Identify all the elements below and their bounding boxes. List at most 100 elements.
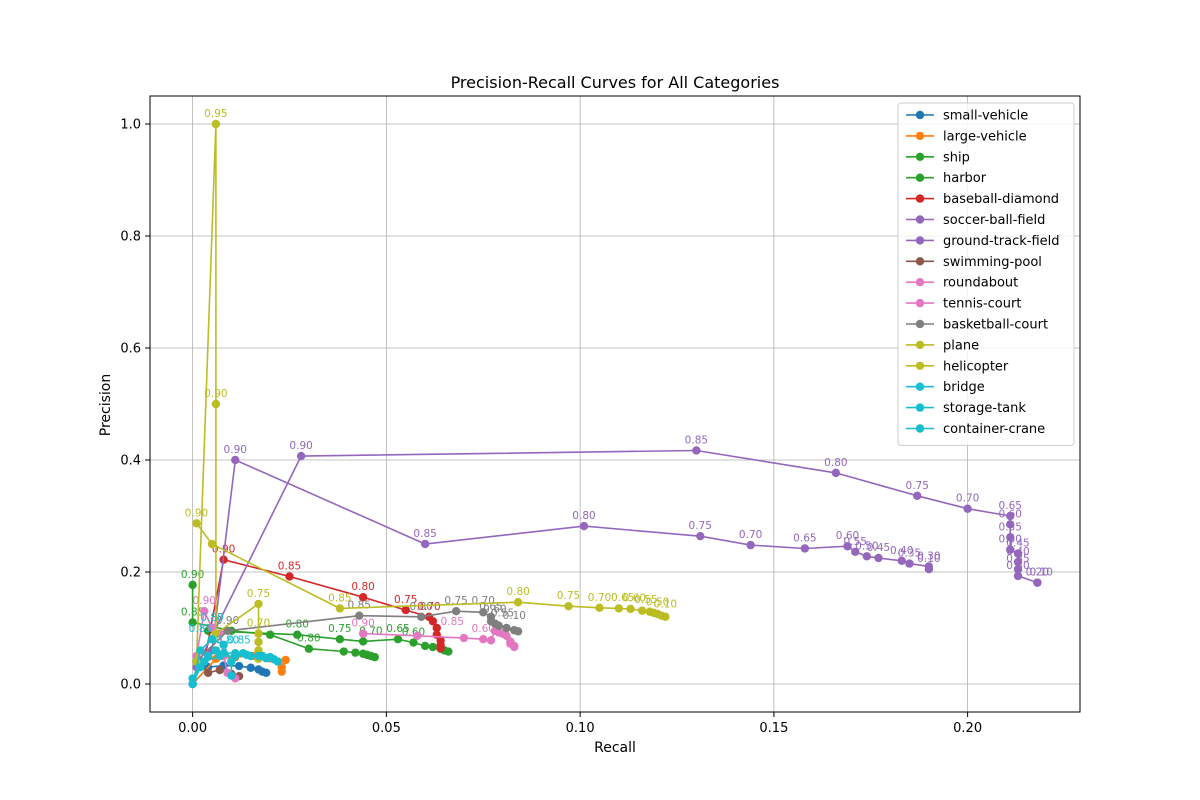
data-point-container-crane [231,649,240,658]
threshold-label: 0.60 [999,508,1022,520]
data-point-harbor [444,647,453,656]
threshold-label: 0.90 [216,615,239,627]
threshold-label: 0.90 [289,440,312,452]
threshold-label: 0.80 [200,612,223,624]
threshold-label: 0.55 [844,536,867,548]
chart-title: Precision-Recall Curves for All Categori… [451,73,780,92]
threshold-label: 0.65 [793,532,816,544]
threshold-label: 0.85 [227,634,250,646]
data-point-ground-track-field [963,504,972,513]
data-point-harbor [293,630,302,639]
data-point-ground-track-field [913,491,922,501]
threshold-label: 0.80 [824,457,847,469]
legend-item-large-vehicle: large-vehicle [906,129,1027,144]
data-point-helicopter [211,399,221,409]
legend-label: roundabout [943,276,1018,291]
series-tennis-court: 0.90 0.85 0.60 [351,616,519,652]
data-point-bridge [207,635,217,644]
series-container-crane: 0.800.85 [188,634,275,689]
data-point-plane [207,539,217,549]
data-point-basketball-court [451,607,461,616]
data-point-basketball-court [502,623,511,633]
legend-label: large-vehicle [943,129,1027,144]
threshold-label: 0.20 [1026,567,1049,579]
legend-label: swimming-pool [943,255,1042,270]
data-point-small-vehicle [234,661,244,671]
data-point-container-crane [246,651,255,661]
data-point-container-crane [211,646,221,655]
data-point-soccer-ball-field [874,553,883,563]
data-point-small-vehicle [246,663,255,672]
threshold-label: 0.50 [999,534,1022,546]
legend-label: ground-track-field [943,234,1060,249]
legend-item-basketball-court: basketball-court [906,318,1048,333]
data-point-ship [339,647,348,656]
data-point-basketball-court [494,621,503,630]
legend-swatch-marker [915,257,925,266]
legend-swatch-marker [915,340,925,350]
threshold-label: 0.50 [646,596,669,608]
threshold-label: 0.75 [328,623,351,635]
series-ground-track-field: 0.90 0.850.800.750.700.650.600.550.500.45… [192,434,1053,672]
threshold-label: 0.45 [1006,538,1029,550]
data-point-baseball-diamond [428,617,438,626]
threshold-label: 0.80 [351,581,374,593]
data-point-ground-track-field [831,468,841,478]
data-point-basketball-court [355,611,364,620]
data-point-ship [188,580,197,590]
threshold-label: 0.40 [890,545,913,557]
threshold-label: 0.75 [247,588,270,600]
data-point-soccer-ball-field [862,552,872,561]
data-point-ground-track-field [1033,578,1042,587]
legend-label: bridge [943,380,985,395]
data-point-ground-track-field [1006,533,1015,542]
threshold-label: 0.80 [216,634,239,646]
data-point-soccer-ball-field [746,540,755,550]
threshold-label: 0.60 [623,592,646,604]
data-point-tennis-court [358,629,368,638]
data-point-basketball-court [479,608,488,617]
series-soccer-ball-field: 0.900.850.800.750.70 0.65 0.600.550.500.45… [207,444,941,655]
x-tick-label: 0.05 [372,721,401,736]
legend-label: tennis-court [943,297,1021,312]
data-point-bridge [219,640,228,649]
series-helicopter: 0.95 0.90 0.75 0.70 [192,108,270,666]
data-point-tennis-court [486,636,496,645]
threshold-label: 0.10 [1030,567,1053,579]
legend-swatch-marker [915,131,925,141]
data-point-soccer-ball-field [800,544,810,553]
data-point-container-crane [196,663,205,672]
legend-swatch-marker [915,424,925,433]
data-point-tennis-court [510,642,519,652]
legend-label: helicopter [943,359,1009,374]
threshold-label: 0.85 [278,560,301,572]
data-point-soccer-ball-field [420,539,430,549]
threshold-label: 0.85 [328,592,351,604]
legend-swatch-marker [915,403,925,412]
threshold-label: 0.80 [572,510,595,522]
data-point-helicopter [211,119,221,129]
threshold-label: 0.90 [351,618,374,630]
threshold-label: 0.95 [204,108,227,120]
threshold-label: 0.65 [386,623,409,635]
y-tick-label: 0.6 [120,342,141,357]
threshold-label: 0.65 [999,500,1022,512]
threshold-label: 0.75 [906,480,929,492]
threshold-label: 0.55 [634,594,657,606]
threshold-label: 0.90 [204,388,227,400]
data-point-soccer-ball-field [231,455,240,465]
plot-area: 0.900.850.800.80 0.75 0.70 0.650.600.900.85… [181,108,1053,689]
data-point-basketball-court [223,626,232,635]
legend-swatch-marker [915,361,925,370]
threshold-label: 0.85 [413,528,436,540]
data-point-swimming-pool [203,668,213,677]
data-point-ground-track-field [1006,511,1015,521]
legend-item-ship: ship [906,150,970,165]
threshold-label: 0.35 [1006,553,1029,565]
data-point-plane [595,603,604,613]
data-point-large-vehicle [281,655,290,665]
threshold-label: 0.60 [483,604,506,616]
data-point-ground-track-field [1013,557,1023,567]
series-line-container-crane [191,649,271,685]
